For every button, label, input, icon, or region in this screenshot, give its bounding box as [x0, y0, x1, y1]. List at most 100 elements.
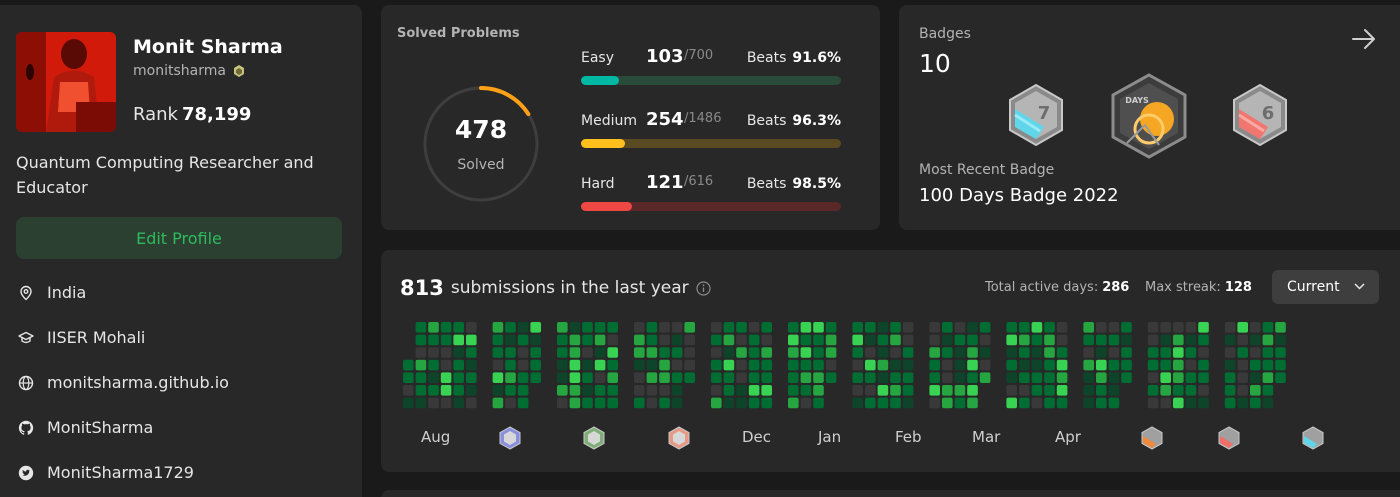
heatmap-cell[interactable]	[1044, 359, 1055, 371]
heatmap-cell[interactable]	[736, 385, 747, 396]
heatmap-cell[interactable]	[646, 322, 658, 333]
heatmap-cell[interactable]	[865, 347, 876, 358]
heatmap-cell[interactable]	[788, 322, 799, 333]
heatmap-cell[interactable]	[942, 334, 953, 346]
heatmap-cell[interactable]	[711, 385, 722, 396]
heatmap-cell[interactable]	[1083, 359, 1094, 371]
heatmap-cell[interactable]	[492, 385, 504, 396]
heatmap-cell[interactable]	[1250, 334, 1261, 346]
heatmap-cell[interactable]	[1056, 372, 1068, 383]
heatmap-cell[interactable]	[890, 397, 901, 409]
heatmap-cell[interactable]	[813, 359, 824, 371]
heatmap-cell[interactable]	[646, 397, 658, 409]
heatmap-cell[interactable]	[967, 372, 978, 383]
heatmap-cell[interactable]	[646, 372, 658, 383]
heatmap-cell[interactable]	[1198, 385, 1209, 396]
heatmap-cell[interactable]	[1173, 347, 1184, 358]
heatmap-cell[interactable]	[1262, 347, 1274, 358]
heatmap-cell[interactable]	[440, 397, 452, 409]
heatmap-cell[interactable]	[761, 359, 772, 371]
heatmap-cell[interactable]	[505, 359, 516, 371]
heatmap-cell[interactable]	[813, 347, 824, 358]
heatmap-cell[interactable]	[800, 372, 812, 383]
heatmap-cell[interactable]	[634, 334, 645, 346]
heatmap-cell[interactable]	[1006, 347, 1017, 358]
heatmap-cell[interactable]	[1031, 397, 1043, 409]
heatmap-cell[interactable]	[505, 322, 516, 333]
heatmap-cell[interactable]	[1108, 322, 1120, 333]
heatmap-cell[interactable]	[646, 385, 658, 396]
heatmap-cell[interactable]	[800, 397, 812, 409]
heatmap-cell[interactable]	[1121, 359, 1132, 371]
heatmap-cell[interactable]	[517, 385, 529, 396]
heatmap-cell[interactable]	[954, 385, 966, 396]
heatmap-cell[interactable]	[569, 322, 581, 333]
heatmap-cell[interactable]	[659, 334, 670, 346]
heatmap-cell[interactable]	[594, 322, 606, 333]
heatmap-cell[interactable]	[954, 372, 966, 383]
heatmap-cell[interactable]	[1224, 397, 1236, 409]
heatmap-cell[interactable]	[1044, 334, 1055, 346]
heatmap-cell[interactable]	[1044, 347, 1055, 358]
heatmap-cell[interactable]	[825, 334, 837, 346]
heatmap-cell[interactable]	[440, 334, 452, 346]
github-link[interactable]: MonitSharma	[47, 418, 154, 437]
heatmap-cell[interactable]	[761, 385, 772, 396]
heatmap-cell[interactable]	[711, 334, 722, 346]
heatmap-cell[interactable]	[711, 322, 722, 333]
heatmap-cell[interactable]	[1006, 397, 1017, 409]
heatmap-cell[interactable]	[505, 372, 516, 383]
heatmap-cell[interactable]	[557, 385, 568, 396]
heatmap-cell[interactable]	[466, 347, 477, 358]
heatmap-cell[interactable]	[1044, 397, 1055, 409]
heatmap-cell[interactable]	[403, 385, 414, 396]
heatmap-cell[interactable]	[634, 347, 645, 358]
heatmap-cell[interactable]	[428, 322, 439, 333]
heatmap-cell[interactable]	[505, 385, 516, 396]
heatmap-cell[interactable]	[594, 397, 606, 409]
heatmap-cell[interactable]	[466, 359, 477, 371]
heatmap-cell[interactable]	[659, 385, 670, 396]
heatmap-cell[interactable]	[929, 372, 940, 383]
heatmap-cell[interactable]	[594, 385, 606, 396]
heatmap-cell[interactable]	[659, 322, 670, 333]
heatmap-cell[interactable]	[1198, 359, 1209, 371]
heatmap-cell[interactable]	[1173, 359, 1184, 371]
heatmap-cell[interactable]	[954, 347, 966, 358]
heatmap-cell[interactable]	[1237, 359, 1248, 371]
heatmap-cell[interactable]	[942, 397, 953, 409]
heatmap-cell[interactable]	[582, 397, 593, 409]
heatmap-cell[interactable]	[800, 322, 812, 333]
heatmap-cell[interactable]	[1108, 334, 1120, 346]
heatmap-cell[interactable]	[942, 385, 953, 396]
heatmap-cell[interactable]	[890, 385, 901, 396]
heatmap-cell[interactable]	[582, 359, 593, 371]
heatmap-cell[interactable]	[428, 372, 439, 383]
heatmap-cell[interactable]	[557, 372, 568, 383]
heatmap-cell[interactable]	[1185, 385, 1197, 396]
heatmap-cell[interactable]	[1083, 372, 1094, 383]
heatmap-cell[interactable]	[453, 334, 464, 346]
heatmap-cell[interactable]	[736, 334, 747, 346]
heatmap-cell[interactable]	[1250, 359, 1261, 371]
heatmap-cell[interactable]	[736, 372, 747, 383]
heatmap-cell[interactable]	[877, 334, 889, 346]
heatmap-cell[interactable]	[723, 334, 735, 346]
heatmap-cell[interactable]	[954, 334, 966, 346]
heatmap-cell[interactable]	[453, 397, 464, 409]
heatmap-cell[interactable]	[594, 347, 606, 358]
heatmap-cell[interactable]	[1056, 334, 1068, 346]
heatmap-cell[interactable]	[711, 347, 722, 358]
heatmap-cell[interactable]	[1096, 385, 1107, 396]
heatmap-cell[interactable]	[415, 385, 427, 396]
heatmap-cell[interactable]	[1031, 322, 1043, 333]
heatmap-cell[interactable]	[492, 322, 504, 333]
heatmap-cell[interactable]	[492, 372, 504, 383]
heatmap-cell[interactable]	[403, 372, 414, 383]
heatmap-cell[interactable]	[607, 397, 618, 409]
heatmap-cell[interactable]	[1006, 372, 1017, 383]
heatmap-cell[interactable]	[569, 334, 581, 346]
heatmap-cell[interactable]	[1096, 359, 1107, 371]
heatmap-cell[interactable]	[440, 359, 452, 371]
heatmap-cell[interactable]	[1237, 385, 1248, 396]
